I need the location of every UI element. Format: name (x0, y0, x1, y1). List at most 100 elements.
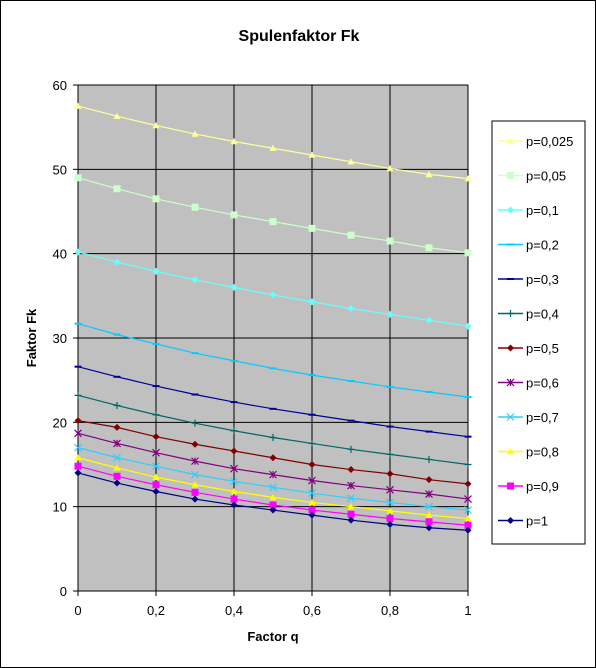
series-point (74, 174, 82, 182)
series-point (113, 472, 121, 480)
series-point (269, 144, 277, 152)
series-point (308, 461, 316, 468)
legend-label: p=1 (526, 514, 548, 529)
series-point (113, 464, 121, 471)
legend-marker (507, 517, 514, 524)
legend-entry: p=0,05 (498, 169, 566, 184)
series-point (269, 506, 277, 514)
series-point (308, 511, 316, 519)
series-point (425, 502, 433, 511)
x-tick-label: 1 (464, 603, 471, 618)
series-3 (74, 248, 472, 330)
series-point (308, 439, 316, 447)
series-point (464, 480, 472, 488)
series-point (230, 283, 238, 291)
series-point (191, 495, 199, 503)
legend-marker (506, 413, 515, 421)
series-point (191, 470, 199, 479)
series-point (191, 203, 199, 211)
series-point (113, 185, 121, 193)
x-tick-label: 0 (74, 603, 81, 618)
series-point (464, 461, 472, 468)
y-tick-label: 40 (53, 247, 67, 262)
y-tick-label: 30 (53, 331, 67, 346)
series-6 (74, 391, 472, 468)
series-point (74, 429, 82, 438)
series-point (230, 464, 238, 473)
series-point (464, 175, 472, 182)
series-point (386, 450, 394, 458)
series-point (74, 454, 82, 461)
series-point (269, 470, 277, 479)
series-point (308, 498, 316, 506)
series-point (74, 462, 82, 470)
series-group (74, 102, 472, 534)
series-point (152, 487, 160, 495)
y-axis-label: Faktor Fk (24, 308, 39, 367)
legend-label: p=0,6 (526, 376, 559, 391)
series-point (269, 501, 277, 509)
series-point (425, 455, 433, 463)
series-point (464, 495, 472, 504)
legend-entry: p=0,8 (498, 445, 559, 460)
series-point (230, 427, 238, 435)
series-point (425, 316, 433, 324)
series-point (191, 457, 199, 466)
series-point (152, 195, 160, 203)
series-point (113, 439, 121, 448)
series-point (386, 514, 394, 522)
series-point (464, 514, 472, 522)
chart-title: Spulenfaktor Fk (239, 28, 360, 45)
series-point (74, 391, 82, 399)
legend-marker (507, 206, 514, 214)
y-tick-label: 20 (53, 415, 67, 430)
legend-marker (507, 448, 514, 455)
series-point (74, 469, 82, 477)
y-tick-label: 60 (53, 78, 67, 93)
series-point (113, 479, 121, 487)
legend-entry: p=0,9 (498, 479, 559, 494)
series-point (425, 524, 433, 532)
series-point (74, 248, 82, 256)
series-point (308, 489, 316, 498)
series-point (347, 158, 355, 165)
series-point (74, 102, 82, 109)
x-ticks: 0 0,2 0,4 0,6 0,8 1 (74, 591, 472, 618)
series-point (386, 470, 394, 478)
series-point (191, 276, 199, 284)
series-point (425, 244, 433, 252)
series-5 (74, 365, 472, 438)
legend-entry: p=0,7 (498, 410, 559, 425)
series-point (191, 419, 199, 427)
series-point (113, 453, 121, 462)
legend-marker (507, 482, 514, 490)
y-ticks: 0 10 20 30 40 50 60 (53, 78, 78, 599)
legend-label: p=0,2 (526, 238, 559, 253)
series-point (269, 291, 277, 299)
legend-entry: p=0,4 (498, 307, 559, 322)
legend-label: p=0,05 (526, 169, 566, 184)
series-point (386, 310, 394, 318)
series-point (386, 498, 394, 507)
series-2 (74, 174, 472, 257)
series-9 (74, 443, 472, 514)
legend-entry: p=0,6 (498, 376, 559, 391)
series-point (308, 151, 316, 158)
series-1 (74, 102, 472, 182)
series-point (464, 506, 472, 514)
series-point (425, 490, 433, 498)
series-point (152, 473, 160, 480)
series-point (152, 121, 160, 129)
series-point (191, 130, 199, 137)
series-point (152, 448, 160, 457)
series-point (230, 447, 238, 455)
series-point (191, 481, 199, 488)
legend-entry: p=0,1 (498, 203, 559, 218)
legend-entry: p=0,3 (498, 272, 559, 287)
series-point (464, 526, 472, 534)
series-point (386, 164, 394, 172)
series-point (347, 481, 355, 490)
series-point (386, 520, 394, 528)
series-7 (74, 417, 472, 488)
series-point (230, 495, 238, 503)
